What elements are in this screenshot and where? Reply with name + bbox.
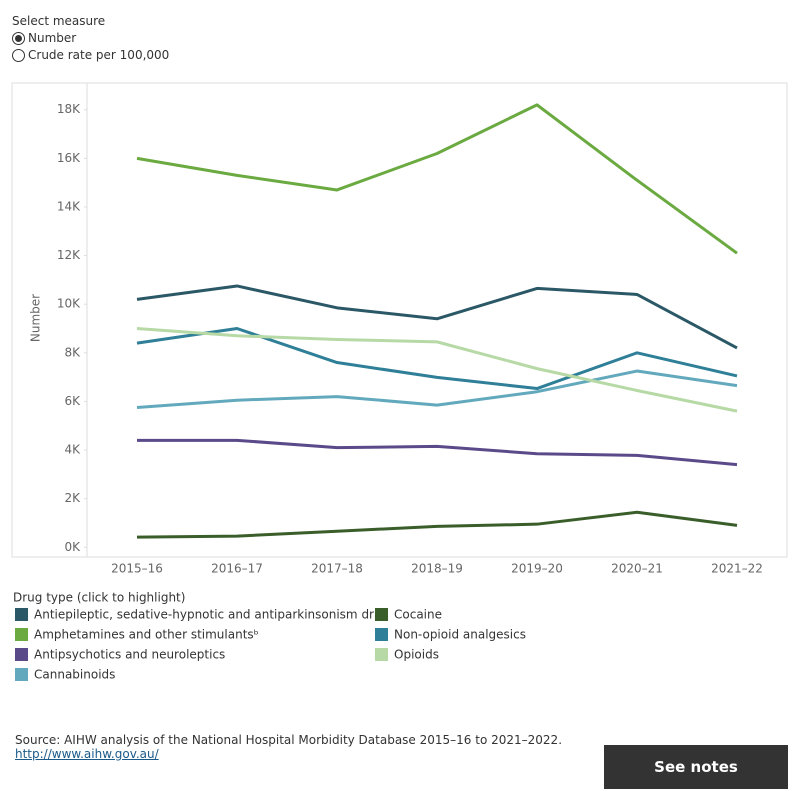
line (136, 284, 738, 350)
line (136, 510, 738, 539)
source-link[interactable]: http://www.aihw.gov.au/ (15, 747, 159, 761)
legend-label[interactable]: Amphetamines and other stimulantsᵇ (34, 628, 259, 642)
x-tick-label: 2017–18 (311, 562, 363, 576)
x-tick-label: 2019–20 (511, 562, 563, 576)
y-tick-label: 6K (64, 394, 81, 408)
y-tick-label: 16K (57, 151, 81, 165)
x-tick-label: 2020–21 (611, 562, 663, 576)
legend-swatch[interactable] (15, 608, 28, 621)
radio-option[interactable]: Number (12, 31, 76, 45)
radio-label: Number (28, 31, 77, 45)
y-tick-label: 0K (64, 540, 81, 554)
legend-title: Drug type (click to highlight) (13, 591, 185, 605)
line (136, 327, 738, 391)
x-tick-label: 2016–17 (211, 562, 263, 576)
legend-swatch[interactable] (15, 668, 28, 681)
legend-label[interactable]: Opioids (394, 648, 439, 662)
chart: Number Drug type (click to highlight) 0K… (11, 82, 788, 682)
y-axis-label: Number (29, 294, 43, 342)
legend-swatch[interactable] (15, 628, 28, 641)
legend-swatch[interactable] (15, 648, 28, 661)
measure-title: Select measure (12, 14, 106, 28)
source: Source: AIHW analysis of the National Ho… (15, 733, 563, 747)
x-tick-label: 2015–16 (111, 562, 163, 576)
x-tick-label: 2018–19 (411, 562, 463, 576)
radio-label: Crude rate per 100,000 (28, 48, 170, 62)
x-tick-label: 2021–22 (711, 562, 763, 576)
legend-label[interactable]: Antipsychotics and neuroleptics (34, 648, 225, 662)
y-tick-label: 14K (57, 199, 81, 213)
y-tick-label: 18K (57, 102, 81, 116)
legend-label[interactable]: Antiepileptic, sedative-hypnotic and ant… (34, 608, 389, 622)
see-notes-button[interactable]: See notes (604, 745, 788, 789)
legend-label[interactable]: Non-opioid analgesics (394, 628, 526, 642)
legend-swatch[interactable] (375, 648, 388, 661)
y-tick-label: 8K (64, 345, 81, 359)
line (136, 103, 738, 255)
legend-swatch[interactable] (375, 628, 388, 641)
plot-frame (11, 82, 788, 558)
legend-swatch[interactable] (375, 608, 388, 621)
line (136, 327, 738, 413)
y-tick-label: 12K (57, 248, 81, 262)
radio-option[interactable]: Crude rate per 100,000 (12, 48, 169, 62)
y-tick-label: 2K (64, 491, 81, 505)
legend-label[interactable]: Cocaine (394, 608, 442, 622)
legend-label[interactable]: Cannabinoids (34, 668, 115, 682)
y-tick-label: 4K (64, 443, 81, 457)
line (136, 369, 738, 410)
line (137, 438, 738, 467)
y-tick-label: 10K (57, 297, 81, 311)
